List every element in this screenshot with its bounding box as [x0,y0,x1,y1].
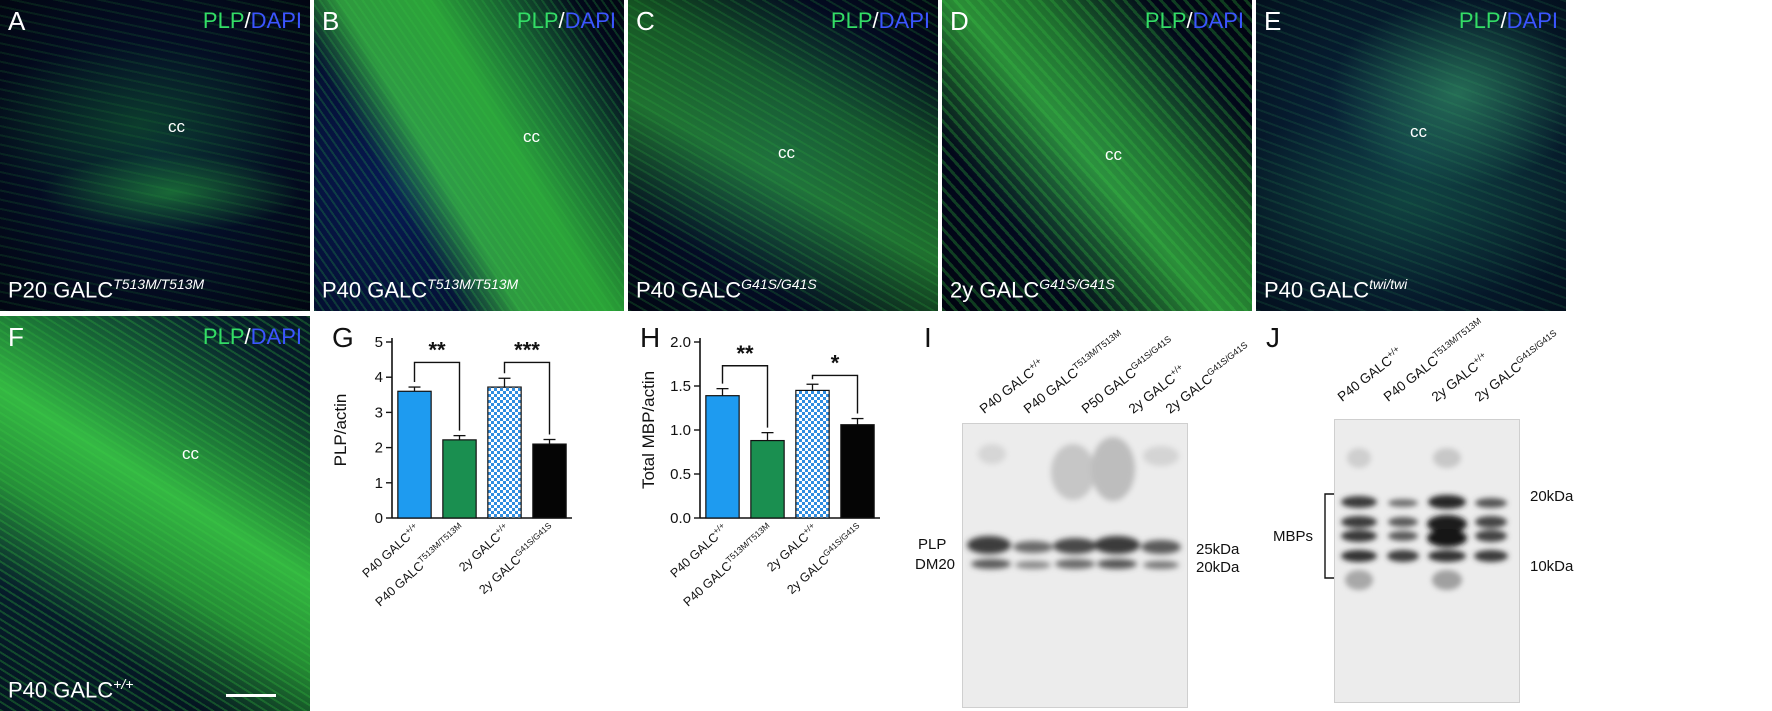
mbp-bracket [1324,493,1334,579]
size-marker: 20kDa [1196,559,1240,576]
genotype-label: P40 GALCG41S/G41S [636,275,817,302]
bar [795,389,830,519]
significance-label: * [831,350,840,375]
panel-label-i: I [924,322,932,353]
bar [750,439,785,519]
bar [487,386,522,519]
y-tick-label: 0.5 [670,466,691,483]
stain-legend: PLP/DAPI [516,8,616,33]
significance-bracket [721,365,769,428]
panel-label-h: H [640,322,661,353]
significance-label: *** [514,337,540,362]
significance-label: ** [736,341,754,366]
y-tick-label: 5 [375,334,383,351]
genotype-label: P40 GALCtwi/twi [1264,275,1408,302]
micrograph-c: C PLP/DAPI cc P40 GALCG41S/G41S [628,0,938,311]
size-marker: 25kDa [1196,541,1240,558]
size-marker: 10kDa [1530,558,1574,575]
genotype-label: 2y GALCG41S/G41S [950,275,1115,302]
panel-label: F [8,322,24,352]
y-tick-label: 1.0 [670,422,691,439]
y-tick-label: 2 [375,440,383,457]
corpus-callosum-label: cc [778,143,795,162]
western-blot-mbp [1334,419,1520,703]
bar [840,424,875,519]
corpus-callosum-label: cc [182,444,199,463]
micrograph-f: F PLP/DAPI cc P40 GALC+/+ [0,316,310,711]
stain-legend: PLP/DAPI [1144,8,1244,33]
band-label-plp: PLP [918,536,947,553]
x-tick-label: 2y GALCG41S/G41S [783,520,866,597]
corpus-callosum-label: cc [1105,145,1122,164]
band-label-mbps: MBPs [1273,528,1314,545]
panel-label: C [636,6,655,36]
y-tick-label: 0.0 [670,510,691,527]
micrograph-b: B PLP/DAPI cc P40 GALCT513M/T513M [314,0,624,311]
genotype-label: P40 GALC+/+ [8,675,134,702]
micrograph-e: E PLP/DAPI cc P40 GALCtwi/twi [1256,0,1566,311]
panel-label: D [950,6,969,36]
size-marker: 20kDa [1530,488,1574,505]
stain-legend: PLP/DAPI [830,8,930,33]
bar [705,395,740,519]
micrograph-a: A PLP/DAPI cc P20 GALCT513M/T513M [0,0,310,311]
panel-label-j: J [1266,322,1280,353]
micrograph-d: D PLP/DAPI cc 2y GALCG41S/G41S [942,0,1252,311]
y-tick-label: 3 [375,404,383,421]
y-tick-label: 0 [375,510,383,527]
significance-label: ** [428,337,446,362]
x-tick-label: 2y GALCG41S/G41S [475,520,558,597]
panel-label: E [1264,6,1282,36]
y-tick-label: 1.5 [670,378,691,395]
band-label-dm20: DM20 [915,556,956,573]
corpus-callosum-label: cc [523,127,540,146]
bar [532,443,567,519]
corpus-callosum-label: cc [168,117,185,136]
stain-legend: PLP/DAPI [202,8,302,33]
panel-label: A [8,6,26,36]
genotype-label: P20 GALCT513M/T513M [8,275,205,302]
bar [442,439,477,519]
y-axis-label: PLP/actin [331,394,350,467]
scale-bar [226,694,276,697]
y-axis-label: Total MBP/actin [639,371,658,489]
western-blot-plp [962,423,1188,708]
y-tick-label: 1 [375,475,383,492]
significance-bracket [413,361,461,431]
panel-label: B [322,6,340,36]
stain-legend: PLP/DAPI [1458,8,1558,33]
y-tick-label: 2.0 [670,334,691,351]
significance-bracket [811,374,859,414]
corpus-callosum-label: cc [1410,122,1427,141]
bar [397,390,432,519]
genotype-label: P40 GALCT513M/T513M [322,275,519,302]
panel-label-g: G [332,322,354,353]
significance-bracket [503,361,551,435]
y-tick-label: 4 [375,369,383,386]
stain-legend: PLP/DAPI [202,324,302,349]
